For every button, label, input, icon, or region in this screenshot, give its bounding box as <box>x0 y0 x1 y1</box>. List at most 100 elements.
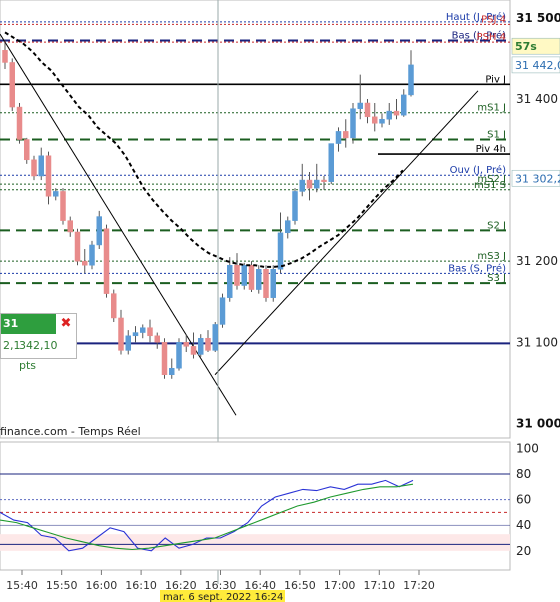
candle-body <box>132 332 139 337</box>
candle <box>24 137 30 164</box>
price-tick-label: 31 200 <box>516 254 558 268</box>
candle-body <box>125 335 131 351</box>
candle-body <box>263 269 269 298</box>
candle <box>38 147 44 181</box>
level-label: PSJ 4 <box>481 14 506 25</box>
price-label-box <box>511 56 560 74</box>
candle <box>74 228 81 266</box>
candle-body <box>111 293 117 319</box>
candle <box>219 293 226 328</box>
candle-body <box>16 106 23 140</box>
candle <box>60 188 66 225</box>
candle-body <box>60 191 66 221</box>
price-label-box <box>511 37 560 55</box>
candle <box>198 334 204 357</box>
level-label: Piv J <box>485 74 506 85</box>
candle <box>169 358 175 379</box>
oscillator-tick-label: 60 <box>516 493 531 507</box>
oscillator-tick-label: 20 <box>516 544 531 558</box>
candle-body <box>241 264 247 286</box>
price-frame <box>0 0 511 439</box>
level-label: S2 J <box>487 220 506 231</box>
candle-body <box>219 297 226 325</box>
candle <box>299 163 305 197</box>
candle <box>147 319 153 343</box>
candle <box>111 289 117 323</box>
time-tick-label: 15:40 <box>6 579 38 592</box>
candle-body <box>103 228 110 294</box>
oscillator-tick-label: 40 <box>516 518 531 532</box>
trendline-down <box>0 33 237 416</box>
candle-body <box>393 110 400 116</box>
oscillator-tick-label: 80 <box>516 467 531 481</box>
price-tick-label: 31 100 <box>516 335 558 349</box>
candle-body <box>82 260 88 266</box>
candle-body <box>270 269 276 298</box>
candle-body <box>401 94 407 116</box>
level-label: Bas (S, Pré) <box>448 262 506 274</box>
candle-body <box>306 179 313 189</box>
candle <box>2 40 8 69</box>
position-price: 31 098,7 <box>1 314 56 350</box>
candle-body <box>256 269 262 290</box>
candle <box>335 127 342 152</box>
candle <box>241 262 247 290</box>
candle-body <box>38 155 44 177</box>
candle <box>140 324 146 339</box>
position-badge[interactable]: 31 098,7 ✖ 2,1 342,10 pts <box>0 313 77 372</box>
candle-body <box>24 139 30 161</box>
candle-body <box>277 232 284 270</box>
candle <box>364 98 371 124</box>
candle-body <box>386 110 392 120</box>
price-label-box <box>511 169 560 187</box>
source-label: finance.com - Temps Réel <box>0 425 141 438</box>
time-tick-label: 16:40 <box>244 579 276 592</box>
candle <box>343 119 349 148</box>
time-tick-label: 17:20 <box>403 579 435 592</box>
price-label: 31 442,0 <box>511 56 560 74</box>
candle <box>82 249 88 274</box>
candle <box>125 330 131 355</box>
crosshair-time-bg <box>160 590 285 602</box>
trendline-up <box>214 90 479 376</box>
candle <box>154 332 160 349</box>
candle <box>263 265 269 302</box>
candle <box>328 143 334 185</box>
price-label-text: 31 302,2 <box>515 172 560 185</box>
candle-body <box>335 131 342 144</box>
level-label: Haut (J, Pré) <box>446 11 506 23</box>
candle <box>248 261 255 292</box>
candle <box>31 155 37 181</box>
level-label: S3 J <box>487 273 506 284</box>
candle-body <box>118 317 124 351</box>
position-details: 2,1 342,10 pts <box>1 336 76 372</box>
candle-body <box>140 327 146 333</box>
candle-body <box>183 342 189 347</box>
level-label: S1 J <box>487 130 506 141</box>
crosshair-time-text: mar. 6 sept. 2022 16:24 <box>163 592 283 602</box>
level-label: Ouv (J, Pré) <box>450 164 506 176</box>
price-label-text: 31 442,0 <box>515 59 560 72</box>
candle <box>9 58 15 112</box>
position-value: 2,1 <box>3 339 21 352</box>
candle <box>234 253 240 290</box>
level-label: mS2 J <box>477 174 506 185</box>
candle-body <box>2 50 8 63</box>
candle-body <box>96 216 102 246</box>
candle-body <box>314 179 320 189</box>
time-tick-label: 16:20 <box>165 579 197 592</box>
candle <box>379 113 385 128</box>
level-label: Piv 4h <box>476 144 506 155</box>
candle-body <box>350 108 356 139</box>
candle <box>292 188 298 225</box>
candle <box>350 103 356 144</box>
price-label: 31 302,2 <box>511 169 560 187</box>
price-label: 57s <box>511 37 560 55</box>
candle <box>393 98 400 120</box>
close-position-icon[interactable]: ✖ <box>60 316 72 331</box>
candle <box>314 163 320 193</box>
candle-body <box>364 102 371 118</box>
price-tick-label: 31 000 <box>516 416 560 430</box>
